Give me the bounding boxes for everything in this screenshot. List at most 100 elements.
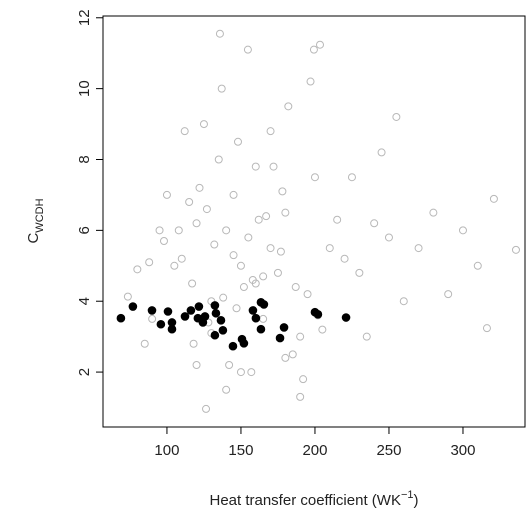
filled-point xyxy=(251,313,261,323)
y-axis-label-main: C xyxy=(25,233,42,244)
filled-point xyxy=(279,323,289,332)
open-point xyxy=(355,268,364,277)
filled-point xyxy=(194,302,204,311)
open-point xyxy=(229,251,238,260)
y-axis-label-sub: WCDH xyxy=(34,198,46,232)
open-point xyxy=(155,226,164,235)
open-point xyxy=(162,190,171,199)
open-point xyxy=(219,293,228,302)
open-point xyxy=(310,173,319,182)
open-point xyxy=(489,194,498,203)
filled-point xyxy=(259,300,269,309)
open-point xyxy=(273,268,282,277)
open-point xyxy=(236,261,245,270)
open-point xyxy=(123,292,132,301)
filled-point xyxy=(313,310,323,319)
open-point xyxy=(266,244,275,253)
x-axis-label: Heat transfer coefficient (WK−1) xyxy=(209,489,418,509)
x-tick-label: 200 xyxy=(302,442,327,459)
open-point xyxy=(288,350,297,359)
y-axis-label: CWCDH xyxy=(25,198,46,243)
open-point xyxy=(244,233,253,242)
open-point xyxy=(180,127,189,136)
open-point xyxy=(217,84,226,93)
open-point xyxy=(362,332,371,341)
open-point xyxy=(170,261,179,270)
open-point xyxy=(511,245,520,254)
open-point xyxy=(188,279,197,288)
open-point xyxy=(247,368,256,377)
filled-point xyxy=(218,325,228,335)
open-point xyxy=(340,254,349,263)
open-point xyxy=(306,77,315,86)
x-axis-label-main: Heat transfer coefficient (WK xyxy=(209,492,400,509)
open-point xyxy=(210,240,219,249)
x-tick-label: 100 xyxy=(154,442,179,459)
open-point xyxy=(192,219,201,228)
open-point xyxy=(333,215,342,224)
open-point xyxy=(140,339,149,348)
open-point xyxy=(214,155,223,164)
open-point xyxy=(278,187,287,196)
open-point xyxy=(225,360,234,369)
open-point xyxy=(236,368,245,377)
open-point xyxy=(159,236,168,245)
open-point xyxy=(222,385,231,394)
filled-point xyxy=(341,313,351,322)
filled-point xyxy=(211,308,221,318)
open-point xyxy=(199,120,208,129)
open-point xyxy=(392,112,401,121)
filled-point xyxy=(239,339,249,348)
filled-point xyxy=(167,324,177,334)
filled-point xyxy=(210,301,220,310)
filled-point xyxy=(147,306,157,315)
open-point xyxy=(148,314,157,323)
open-point xyxy=(384,233,393,242)
open-point xyxy=(429,208,438,217)
open-point xyxy=(347,173,356,182)
x-axis-label-end: ) xyxy=(414,492,419,509)
open-point xyxy=(195,183,204,192)
open-point xyxy=(243,45,252,54)
filled-point xyxy=(248,306,258,315)
x-axis-label-sup: −1 xyxy=(401,489,414,501)
filled-point xyxy=(256,324,266,334)
open-point xyxy=(266,127,275,136)
open-point xyxy=(458,226,467,235)
open-point xyxy=(303,290,312,299)
open-point xyxy=(276,247,285,256)
open-point xyxy=(296,332,305,341)
open-point xyxy=(254,215,263,224)
open-point xyxy=(185,198,194,207)
open-point xyxy=(291,283,300,292)
open-point xyxy=(296,392,305,401)
open-point xyxy=(259,314,268,323)
filled-point xyxy=(210,330,220,340)
filled-point xyxy=(216,316,226,325)
open-point xyxy=(309,45,318,54)
filled-point xyxy=(200,312,210,321)
open-point xyxy=(325,244,334,253)
x-tick-label: 250 xyxy=(376,442,401,459)
open-point xyxy=(315,40,324,49)
open-point xyxy=(239,283,248,292)
open-point xyxy=(215,29,224,38)
open-point xyxy=(202,404,211,413)
open-point xyxy=(318,325,327,334)
y-tick-label: 10 xyxy=(76,80,93,97)
open-point xyxy=(177,254,186,263)
open-point xyxy=(251,162,260,171)
open-point xyxy=(281,353,290,362)
open-point xyxy=(299,375,308,384)
open-point xyxy=(262,212,271,221)
filled-point xyxy=(163,307,173,316)
filled-point xyxy=(128,302,138,311)
open-point xyxy=(133,265,142,274)
open-point xyxy=(248,275,257,284)
y-tick-label: 4 xyxy=(76,297,93,305)
open-point xyxy=(281,208,290,217)
y-tick-label: 12 xyxy=(76,9,93,26)
open-point xyxy=(192,360,201,369)
open-point xyxy=(145,258,154,267)
open-point xyxy=(189,339,198,348)
